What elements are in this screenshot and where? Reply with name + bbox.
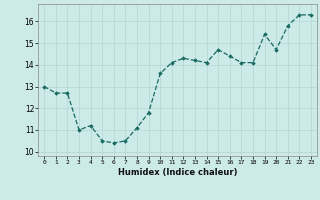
X-axis label: Humidex (Indice chaleur): Humidex (Indice chaleur) [118,168,237,177]
